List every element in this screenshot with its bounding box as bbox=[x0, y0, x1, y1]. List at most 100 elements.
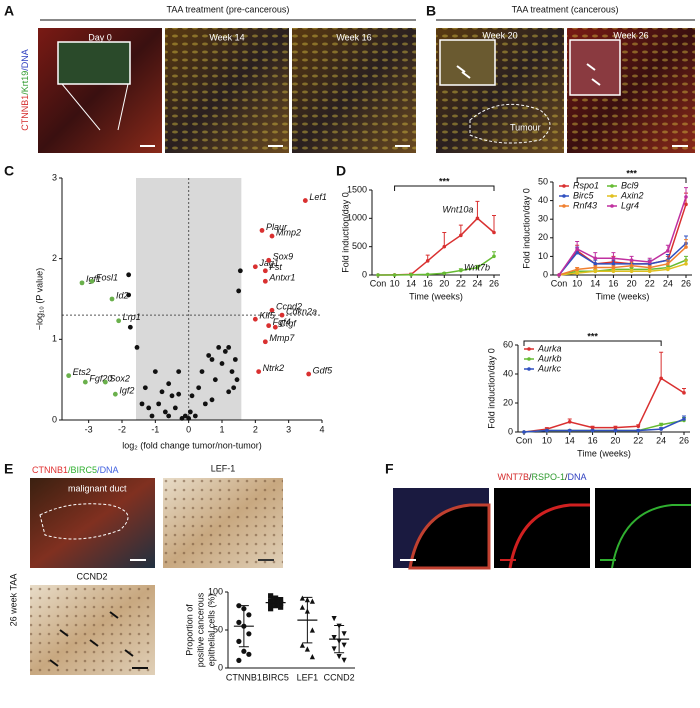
point bbox=[272, 324, 278, 330]
panel-label: C bbox=[4, 163, 14, 179]
x-tick-label: LEF1 bbox=[297, 672, 319, 682]
point bbox=[682, 417, 686, 421]
image-label: LEF-1 bbox=[211, 463, 236, 473]
stain-label: WNT7B/RSPO-1/DNA bbox=[497, 472, 586, 482]
legend-marker bbox=[527, 357, 531, 361]
point bbox=[156, 401, 162, 407]
point bbox=[629, 269, 634, 274]
y-tick-label: 1000 bbox=[347, 213, 367, 223]
point bbox=[306, 371, 312, 377]
point bbox=[252, 264, 258, 270]
point-label: Mmp7 bbox=[269, 333, 295, 343]
point-label: Jag1 bbox=[258, 258, 279, 268]
point bbox=[659, 422, 663, 427]
significance-label: *** bbox=[587, 331, 598, 341]
point bbox=[89, 278, 95, 284]
point bbox=[66, 373, 72, 379]
x-tick-label: 14 bbox=[590, 278, 600, 288]
series-line bbox=[378, 255, 495, 276]
point bbox=[331, 635, 337, 641]
series-line bbox=[558, 259, 687, 276]
x-tick-label: CCND2 bbox=[324, 672, 355, 682]
point bbox=[234, 377, 240, 383]
point bbox=[166, 413, 172, 419]
point-label: Fosl1 bbox=[96, 273, 118, 283]
panel-label: F bbox=[385, 461, 394, 477]
point bbox=[236, 638, 242, 645]
series-label: Wnt7b bbox=[464, 263, 490, 273]
point bbox=[182, 413, 188, 419]
point bbox=[268, 601, 274, 607]
point bbox=[231, 385, 237, 391]
point bbox=[336, 654, 342, 660]
point bbox=[425, 272, 430, 277]
point bbox=[268, 606, 274, 612]
point bbox=[629, 263, 634, 268]
point bbox=[102, 379, 108, 385]
stain-part: / bbox=[20, 68, 30, 71]
stain-part: BIRC5 bbox=[71, 465, 98, 475]
point bbox=[226, 389, 232, 395]
point bbox=[684, 202, 688, 207]
point bbox=[169, 393, 175, 399]
y-tick-label: 0 bbox=[218, 662, 223, 672]
stain-part: CTNNB1 bbox=[20, 95, 30, 131]
panel-label: D bbox=[336, 163, 346, 179]
image-annotation: Tumour bbox=[510, 122, 541, 132]
legend-marker bbox=[562, 204, 566, 208]
significance-label: *** bbox=[439, 176, 450, 186]
point bbox=[636, 428, 641, 433]
x-tick-label: 1 bbox=[219, 424, 224, 434]
legend-marker bbox=[610, 184, 614, 188]
point bbox=[262, 339, 268, 345]
point bbox=[134, 345, 140, 350]
point bbox=[216, 345, 222, 350]
y-tick-label: 60 bbox=[503, 339, 513, 349]
point bbox=[459, 268, 463, 273]
point bbox=[236, 619, 242, 626]
significance-bracket bbox=[576, 177, 687, 183]
legend-label: Axin2 bbox=[620, 190, 644, 200]
point bbox=[116, 318, 122, 324]
point bbox=[304, 646, 310, 652]
point bbox=[575, 267, 579, 272]
point bbox=[682, 391, 686, 395]
x-tick-label: 22 bbox=[645, 278, 655, 288]
point bbox=[199, 369, 205, 374]
x-tick-label: 22 bbox=[633, 435, 643, 445]
point bbox=[269, 307, 275, 313]
point-label: Antxr1 bbox=[268, 273, 295, 283]
point bbox=[575, 247, 579, 251]
series-line bbox=[558, 242, 687, 276]
stain-part: DNA bbox=[100, 465, 119, 475]
point bbox=[246, 651, 252, 657]
error-bar bbox=[659, 351, 664, 379]
point-label: Plaur bbox=[266, 222, 288, 232]
point bbox=[149, 413, 155, 419]
point bbox=[269, 233, 275, 239]
x-tick-label: Con bbox=[551, 278, 568, 288]
point bbox=[262, 268, 268, 274]
image-label: Week 16 bbox=[336, 32, 371, 42]
point-label: Id2 bbox=[116, 290, 129, 300]
point bbox=[159, 389, 165, 395]
x-tick-label: 20 bbox=[610, 435, 620, 445]
stain-part: / bbox=[97, 465, 100, 475]
stain-part: DNA bbox=[568, 472, 587, 482]
x-tick-label: 3 bbox=[286, 424, 291, 434]
point bbox=[593, 262, 598, 266]
x-axis-label: Time (weeks) bbox=[577, 448, 631, 458]
x-tick-label: 0 bbox=[186, 424, 191, 434]
point bbox=[209, 397, 215, 403]
point bbox=[567, 428, 572, 433]
point bbox=[241, 648, 247, 654]
stain-part: DNA bbox=[20, 49, 30, 68]
point bbox=[376, 273, 380, 277]
x-tick-label: 10 bbox=[572, 278, 582, 288]
point bbox=[219, 361, 225, 366]
point bbox=[176, 391, 182, 397]
point bbox=[666, 249, 670, 253]
point bbox=[237, 268, 243, 274]
panel-label: E bbox=[4, 461, 13, 477]
y-tick-label: 2 bbox=[52, 253, 57, 263]
